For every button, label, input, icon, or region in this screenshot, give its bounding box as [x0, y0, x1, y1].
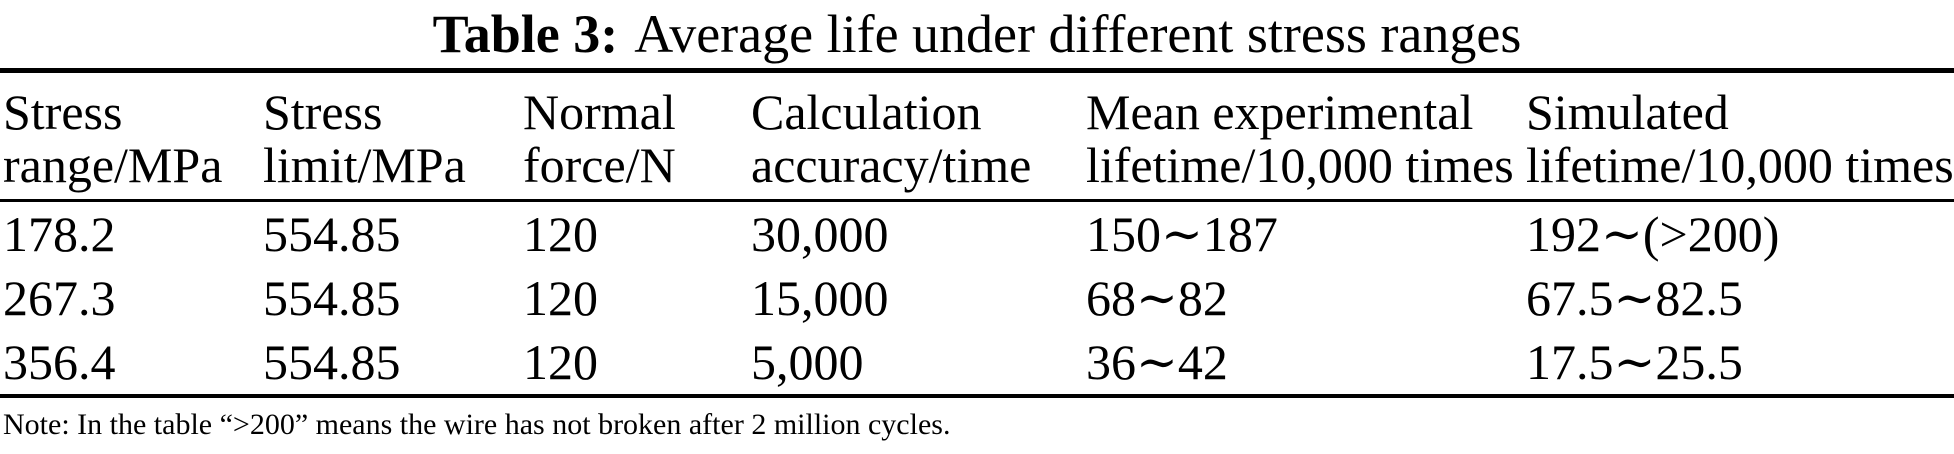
table-note: Note: In the table “>200” means the wire… [3, 408, 951, 441]
column-header-line: Normal [523, 84, 676, 140]
cell-normal-force: 120 [523, 334, 598, 390]
cell-stress-limit: 554.85 [263, 206, 401, 262]
table-body: 178.2 554.85 120 30,000 150∼187 192∼(>20… [0, 201, 1954, 397]
data-table: Stress range/MPa Stress limit/MPa Normal… [0, 68, 1954, 398]
cell-calculation-accuracy: 30,000 [751, 206, 889, 262]
column-header-line: Stress [3, 84, 123, 140]
column-header-line: Calculation [751, 84, 982, 140]
column-header-line: range/MPa [3, 137, 223, 193]
column-header-calculation-accuracy: Calculation accuracy/time [751, 70, 1086, 202]
table-caption-text: Average life under different stress rang… [634, 4, 1522, 64]
table-row: 356.4 554.85 120 5,000 36∼42 17.5∼25.5 [0, 330, 1954, 396]
table-row: 267.3 554.85 120 15,000 68∼82 67.5∼82.5 [0, 266, 1954, 330]
cell-calculation-accuracy: 5,000 [751, 334, 864, 390]
table-caption-label: Table 3: [432, 4, 619, 64]
table-caption: Table 3: Average life under different str… [0, 0, 1954, 68]
column-header-line: lifetime/10,000 times [1526, 137, 1954, 193]
cell-stress-limit: 554.85 [263, 334, 401, 390]
cell-mean-experimental-lifetime: 68∼82 [1086, 270, 1228, 326]
table-header-row: Stress range/MPa Stress limit/MPa Normal… [0, 70, 1954, 202]
cell-simulated-lifetime: 192∼(>200) [1526, 206, 1780, 262]
cell-stress-range: 356.4 [3, 334, 116, 390]
column-header-stress-range: Stress range/MPa [0, 70, 263, 202]
cell-simulated-lifetime: 67.5∼82.5 [1526, 270, 1743, 326]
cell-mean-experimental-lifetime: 150∼187 [1086, 206, 1278, 262]
column-header-simulated-lifetime: Simulated lifetime/10,000 times [1526, 70, 1954, 202]
cell-mean-experimental-lifetime: 36∼42 [1086, 334, 1228, 390]
cell-stress-range: 178.2 [3, 206, 116, 262]
column-header-line: Simulated [1526, 84, 1729, 140]
column-header-line: lifetime/10,000 times [1086, 137, 1514, 193]
cell-stress-limit: 554.85 [263, 270, 401, 326]
cell-stress-range: 267.3 [3, 270, 116, 326]
column-header-normal-force: Normal force/N [523, 70, 751, 202]
column-header-line: Mean experimental [1086, 84, 1474, 140]
cell-simulated-lifetime: 17.5∼25.5 [1526, 334, 1743, 390]
column-header-line: accuracy/time [751, 137, 1032, 193]
column-header-line: limit/MPa [263, 137, 466, 193]
table-row: 178.2 554.85 120 30,000 150∼187 192∼(>20… [0, 201, 1954, 267]
column-header-line: Stress [263, 84, 383, 140]
column-header-line: force/N [523, 137, 676, 193]
column-header-mean-experimental-lifetime: Mean experimental lifetime/10,000 times [1086, 70, 1526, 202]
cell-normal-force: 120 [523, 206, 598, 262]
cell-normal-force: 120 [523, 270, 598, 326]
cell-calculation-accuracy: 15,000 [751, 270, 889, 326]
column-header-stress-limit: Stress limit/MPa [263, 70, 523, 202]
